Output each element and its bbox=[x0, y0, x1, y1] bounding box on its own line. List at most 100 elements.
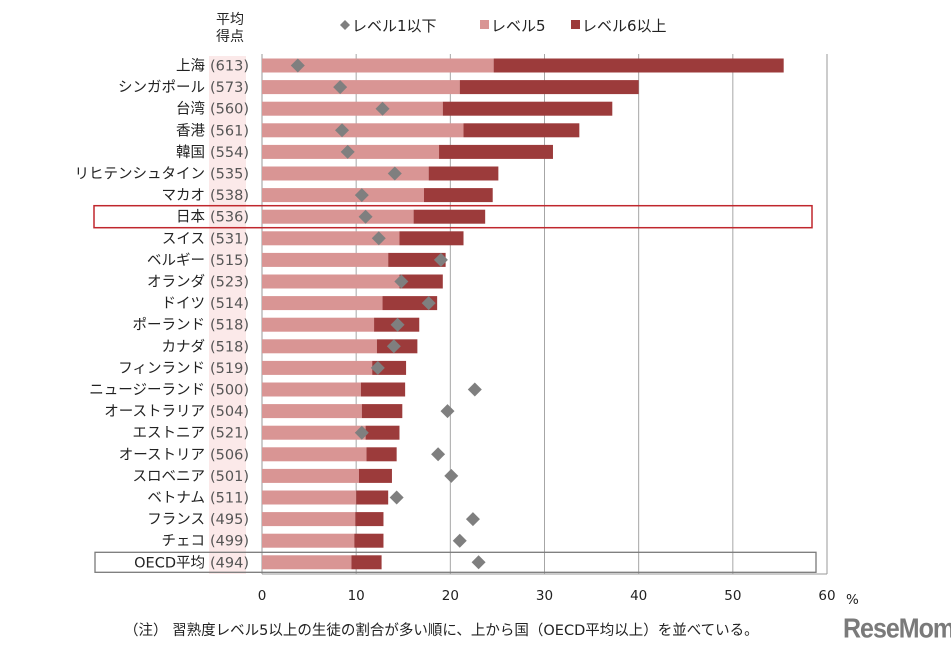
legend-diamond-icon bbox=[340, 20, 350, 30]
score-label: (573) bbox=[210, 80, 249, 96]
bar-level6 bbox=[442, 101, 613, 116]
bar-level5 bbox=[262, 252, 389, 267]
y-header: 平均 得点 bbox=[216, 12, 244, 45]
gridlines bbox=[261, 54, 828, 575]
diamond-level1-marker bbox=[387, 166, 402, 181]
bar-level5 bbox=[262, 339, 377, 354]
score-column-band bbox=[209, 56, 246, 574]
bar-level5 bbox=[262, 101, 443, 116]
diamond-level1-marker bbox=[444, 468, 459, 483]
score-label: (515) bbox=[210, 253, 249, 269]
oecd-highlight-box bbox=[94, 551, 817, 573]
x-tick-10: 10 bbox=[348, 588, 365, 604]
diamond-level1-marker bbox=[386, 339, 401, 354]
bar-level5 bbox=[262, 533, 355, 548]
score-label: (535) bbox=[210, 167, 249, 183]
bar-level5 bbox=[262, 555, 352, 570]
bar-level6 bbox=[366, 447, 397, 462]
bar-level5 bbox=[262, 231, 400, 246]
diamond-level1-marker bbox=[375, 101, 390, 116]
bar-level6 bbox=[355, 512, 384, 527]
category-label: フランス bbox=[147, 512, 205, 528]
bar-level5 bbox=[262, 58, 494, 73]
legend: レベル1以下 レベル5 レベル6以上 bbox=[340, 17, 667, 35]
highlight-boxes bbox=[93, 204, 817, 573]
score-label: (495) bbox=[210, 512, 249, 528]
y-header-line2: 得点 bbox=[216, 28, 244, 45]
bar-level6 bbox=[399, 274, 443, 289]
bar-level5 bbox=[262, 382, 361, 397]
score-label: (518) bbox=[210, 339, 249, 355]
score-label: (554) bbox=[210, 145, 249, 161]
score-label: (521) bbox=[210, 426, 249, 442]
bar-level5 bbox=[262, 123, 464, 138]
diamond-level1-marker bbox=[394, 274, 409, 289]
footnote: （注） 習熟度レベル5以上の生徒の割合が多い順に、上から国（OECD平均以上）を… bbox=[124, 623, 759, 639]
category-label: 香港 bbox=[176, 122, 205, 139]
bar-level5 bbox=[262, 447, 367, 462]
category-label: 韓国 bbox=[176, 144, 205, 161]
x-tick-60: 60 bbox=[818, 588, 835, 604]
score-label: (536) bbox=[210, 210, 249, 226]
diamond-level1-marker bbox=[358, 209, 373, 224]
level1-markers bbox=[290, 58, 486, 570]
bar-level5 bbox=[262, 490, 357, 505]
category-label: ニュージーランド bbox=[89, 383, 205, 399]
x-tick-20: 20 bbox=[442, 588, 459, 604]
diamond-level1-marker bbox=[290, 58, 305, 73]
category-label: マカオ bbox=[162, 188, 206, 204]
bar-level5 bbox=[262, 80, 460, 95]
legend-square-level6-icon bbox=[571, 20, 580, 29]
category-label: フィンランド bbox=[118, 361, 205, 377]
legend-label-level6: レベル6以上 bbox=[582, 17, 667, 35]
diamond-level1-marker bbox=[354, 188, 369, 203]
category-label: カナダ bbox=[162, 338, 206, 355]
bar-level5 bbox=[262, 274, 400, 289]
category-label: スイス bbox=[162, 231, 205, 247]
bar-level5 bbox=[262, 188, 424, 203]
bar-level6 bbox=[382, 296, 438, 311]
score-label: (514) bbox=[210, 296, 249, 312]
score-label: (561) bbox=[210, 123, 249, 139]
category-label: 日本 bbox=[176, 209, 205, 226]
diamond-level1-marker bbox=[421, 296, 436, 311]
legend-square-level5-icon bbox=[480, 20, 489, 29]
bar-level5 bbox=[262, 360, 373, 375]
category-label: リヒテンシュタイン bbox=[75, 166, 206, 183]
category-labels: 上海 (613) シンガポール (573) 台湾 (560) 香港 (561) 韓国 (554)リ… bbox=[75, 58, 250, 572]
diamond-level1-marker bbox=[465, 512, 480, 527]
score-label: (518) bbox=[210, 318, 249, 334]
diamond-level1-marker bbox=[370, 360, 385, 375]
diamond-level1-marker bbox=[333, 80, 348, 95]
bar-level6 bbox=[365, 425, 400, 440]
score-label: (494) bbox=[210, 555, 249, 571]
resemom-watermark-logo: ReseMom bbox=[843, 613, 951, 645]
bar-level6 bbox=[463, 123, 580, 138]
diamond-level1-marker bbox=[335, 123, 350, 138]
x-tick-50: 50 bbox=[724, 588, 741, 604]
japan-highlight-box bbox=[93, 204, 813, 229]
diamond-level1-marker bbox=[440, 404, 455, 419]
score-label: (501) bbox=[210, 469, 249, 485]
category-label: ベトナム bbox=[147, 491, 205, 507]
bar-level5 bbox=[262, 512, 356, 527]
x-unit-label: % bbox=[846, 592, 859, 608]
x-tick-30: 30 bbox=[536, 588, 553, 604]
score-label: (523) bbox=[210, 275, 249, 291]
diamond-level1-marker bbox=[471, 555, 486, 570]
bar-level5 bbox=[262, 317, 375, 332]
bar-level5 bbox=[262, 166, 429, 181]
category-label: ベルギー bbox=[147, 252, 205, 269]
legend-label-below1: レベル1以下 bbox=[352, 17, 437, 35]
category-label: オーストラリア bbox=[104, 404, 205, 420]
bar-level6 bbox=[351, 555, 382, 570]
diamond-level1-marker bbox=[371, 231, 386, 246]
bar-level5 bbox=[262, 468, 359, 483]
x-tick-0: 0 bbox=[258, 588, 267, 604]
category-label: ドイツ bbox=[162, 296, 206, 312]
category-label: 台湾 bbox=[176, 101, 205, 118]
category-label: OECD平均 bbox=[134, 554, 205, 571]
score-label: (531) bbox=[210, 231, 249, 247]
diamond-level1-marker bbox=[452, 533, 467, 548]
